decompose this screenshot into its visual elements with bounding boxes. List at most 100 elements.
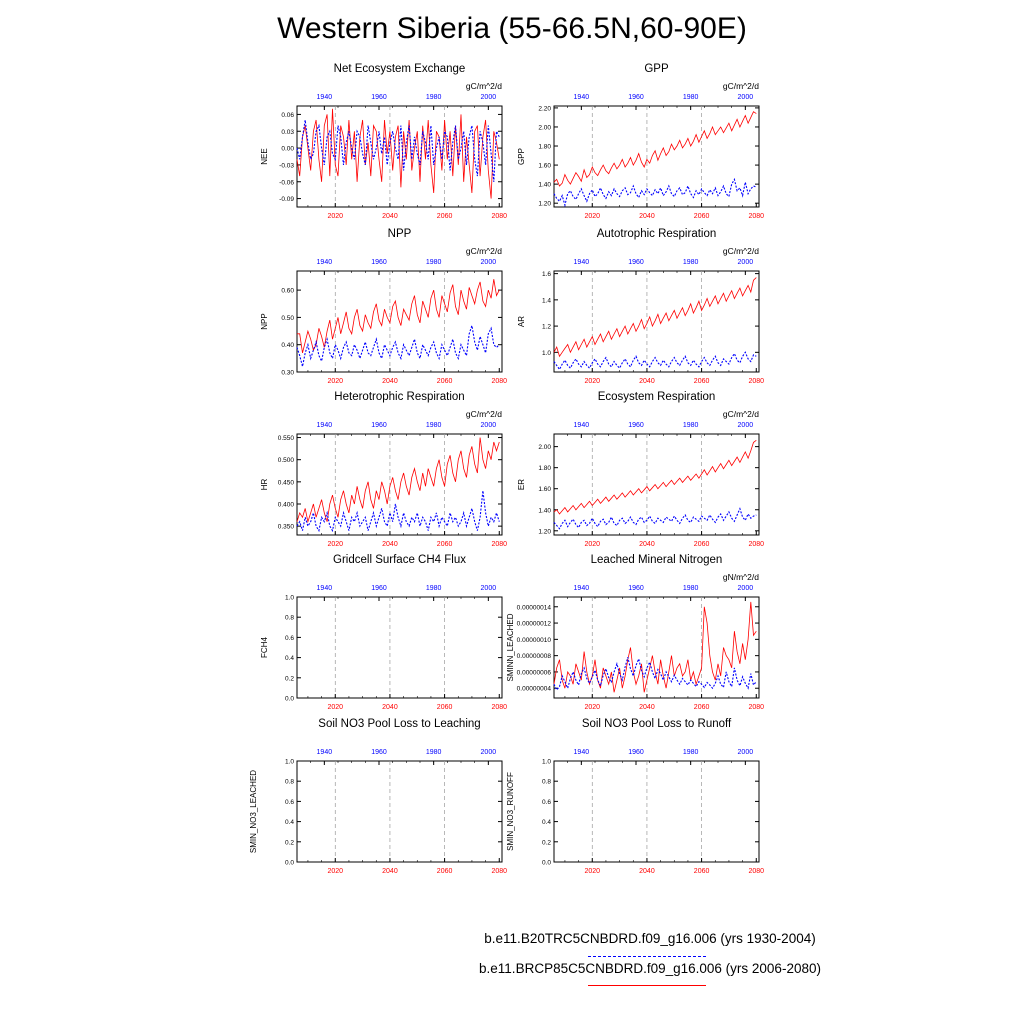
y-tick-label: 1.20 bbox=[538, 528, 551, 535]
panel-units: gC/m^2/d bbox=[723, 409, 759, 419]
x-bottom-tick-label: 2080 bbox=[491, 868, 507, 875]
x-top-tick-label: 1940 bbox=[574, 94, 590, 101]
x-top-tick-label: 1940 bbox=[317, 749, 333, 756]
y-tick-label: 1.40 bbox=[538, 182, 551, 189]
x-top-tick-label: 2000 bbox=[481, 94, 497, 101]
y-axis-label: AR bbox=[517, 316, 526, 327]
x-bottom-tick-label: 2040 bbox=[382, 704, 398, 711]
y-tick-label: 0.4 bbox=[285, 819, 294, 826]
series-line-historical bbox=[553, 657, 757, 691]
x-top-tick-label: 2000 bbox=[738, 422, 754, 429]
y-tick-label: 1.80 bbox=[538, 144, 551, 151]
y-tick-label: 0.00000006 bbox=[517, 669, 552, 676]
x-bottom-tick-label: 2080 bbox=[748, 704, 764, 711]
x-bottom-tick-label: 2060 bbox=[437, 541, 453, 548]
panel-units: gC/m^2/d bbox=[466, 81, 502, 91]
x-top-tick-label: 2000 bbox=[481, 749, 497, 756]
y-tick-label: 1.0 bbox=[285, 595, 294, 602]
panel-title: Soil NO3 Pool Loss to Leaching bbox=[318, 718, 480, 730]
series-line-future bbox=[296, 437, 500, 524]
plot-frame bbox=[296, 760, 503, 863]
x-top-tick-label: 1940 bbox=[574, 422, 590, 429]
x-top-tick-label: 1960 bbox=[371, 422, 387, 429]
series-line-future bbox=[296, 108, 500, 199]
x-bottom-tick-label: 2020 bbox=[584, 868, 600, 875]
y-tick-label: 2.20 bbox=[538, 105, 551, 112]
y-axis-label: ER bbox=[517, 479, 526, 490]
y-axis-label: FCH4 bbox=[260, 637, 269, 658]
x-bottom-tick-label: 2020 bbox=[584, 213, 600, 220]
y-axis-label: GPP bbox=[517, 148, 526, 165]
y-tick-label: 0.2 bbox=[285, 839, 294, 846]
x-bottom-tick-label: 2080 bbox=[491, 213, 507, 220]
plot-frame bbox=[296, 433, 503, 536]
chart-panel-10: Soil NO3 Pool Loss to Runoff 2020 2040 2060… bbox=[506, 718, 764, 875]
panel-title: GPP bbox=[644, 63, 669, 75]
x-bottom-tick-label: 2040 bbox=[639, 868, 655, 875]
y-tick-label: 0.06 bbox=[281, 112, 294, 119]
panel-title: Leached Mineral Nitrogen bbox=[591, 554, 723, 566]
legend-line-historical bbox=[588, 956, 706, 957]
x-bottom-tick-label: 2040 bbox=[639, 378, 655, 385]
plot-frame bbox=[553, 596, 760, 699]
legend-label-future: b.e11.BRCP85C5CNBDRD.f09_g16.006 (yrs 20… bbox=[479, 961, 821, 976]
y-tick-label: 0.2 bbox=[285, 675, 294, 682]
x-top-tick-label: 1960 bbox=[628, 259, 644, 266]
series-line-historical bbox=[553, 351, 757, 371]
x-bottom-tick-label: 2060 bbox=[437, 704, 453, 711]
chart-panel-7: Gridcell Surface CH4 Flux 2020 2040 2060 208… bbox=[260, 554, 507, 711]
x-bottom-tick-label: 2040 bbox=[639, 541, 655, 548]
series-line-future bbox=[553, 111, 757, 187]
x-top-tick-label: 1960 bbox=[371, 585, 387, 592]
x-top-tick-label: 1960 bbox=[371, 94, 387, 101]
y-axis-label: NEE bbox=[260, 148, 269, 164]
series-line-historical bbox=[296, 119, 500, 182]
x-bottom-tick-label: 2040 bbox=[382, 541, 398, 548]
x-top-tick-label: 1940 bbox=[574, 259, 590, 266]
series-line-historical bbox=[553, 507, 757, 530]
y-tick-label: 0.00000014 bbox=[517, 604, 552, 611]
series-line-historical bbox=[296, 490, 500, 533]
x-bottom-tick-label: 2080 bbox=[748, 213, 764, 220]
x-bottom-tick-label: 2060 bbox=[437, 378, 453, 385]
series-line-future bbox=[297, 279, 500, 353]
x-bottom-tick-label: 2060 bbox=[437, 213, 453, 220]
x-top-tick-label: 2000 bbox=[738, 585, 754, 592]
x-bottom-tick-label: 2080 bbox=[748, 868, 764, 875]
y-tick-label: 0.6 bbox=[542, 799, 551, 806]
x-bottom-tick-label: 2080 bbox=[491, 704, 507, 711]
x-top-tick-label: 2000 bbox=[738, 749, 754, 756]
y-tick-label: 0.40 bbox=[281, 342, 294, 349]
x-top-tick-label: 1960 bbox=[371, 749, 387, 756]
y-tick-label: 1.0 bbox=[542, 350, 551, 357]
y-tick-label: 0.0 bbox=[285, 696, 294, 703]
x-top-tick-label: 1980 bbox=[426, 422, 442, 429]
plot-frame bbox=[553, 760, 760, 863]
x-bottom-tick-label: 2060 bbox=[694, 213, 710, 220]
y-tick-label: 2.00 bbox=[538, 444, 551, 451]
y-tick-label: 0.8 bbox=[285, 615, 294, 622]
x-top-tick-label: 2000 bbox=[481, 585, 497, 592]
x-bottom-tick-label: 2020 bbox=[584, 378, 600, 385]
y-tick-label: 0.6 bbox=[285, 635, 294, 642]
x-top-tick-label: 1980 bbox=[683, 259, 699, 266]
y-tick-label: 0.500 bbox=[278, 457, 295, 464]
x-top-tick-label: 1940 bbox=[317, 94, 333, 101]
x-bottom-tick-label: 2040 bbox=[382, 868, 398, 875]
y-tick-label: 0.0 bbox=[285, 860, 294, 867]
x-top-tick-label: 1960 bbox=[628, 422, 644, 429]
x-top-tick-label: 1980 bbox=[683, 585, 699, 592]
panel-title: Heterotrophic Respiration bbox=[334, 391, 464, 403]
y-tick-label: 0.350 bbox=[278, 524, 295, 531]
y-tick-label: 0.00000004 bbox=[517, 686, 552, 693]
y-tick-label: 0.550 bbox=[278, 435, 295, 442]
y-tick-label: 0.00000010 bbox=[517, 637, 552, 644]
plot-frame bbox=[553, 270, 760, 373]
x-bottom-tick-label: 2060 bbox=[437, 868, 453, 875]
panel-units: gC/m^2/d bbox=[723, 81, 759, 91]
x-top-tick-label: 1980 bbox=[683, 749, 699, 756]
y-tick-label: 0.0 bbox=[542, 860, 551, 867]
chart-panel-3: NPP gC/m^2/d 2020 2040 2060 2080 1940 1960 1980 2… bbox=[260, 228, 507, 385]
